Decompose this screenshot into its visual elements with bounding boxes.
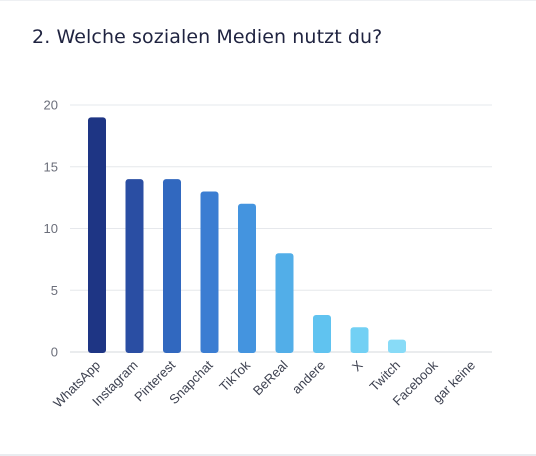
y-tick-label: 5	[51, 283, 58, 298]
x-category-label: andere	[289, 358, 328, 397]
question-title: 2. Welche sozialen Medien nutzt du?	[32, 26, 383, 48]
bar-tiktok[interactable]	[238, 203, 256, 353]
bar-andere[interactable]	[313, 314, 331, 353]
bar-instagram[interactable]	[125, 179, 144, 353]
bar-pinterest[interactable]	[163, 179, 181, 353]
y-tick-label: 0	[51, 345, 58, 360]
x-category-label: BeReal	[250, 357, 291, 398]
bar-bereal[interactable]	[275, 253, 294, 353]
y-tick-label: 20	[44, 98, 58, 113]
x-category-label: TikTok	[216, 357, 253, 394]
bar-twitch[interactable]	[388, 339, 406, 353]
y-tick-label: 10	[44, 221, 58, 236]
bar-snapchat[interactable]	[200, 191, 219, 353]
bar-x[interactable]	[350, 327, 369, 353]
y-tick-label: 15	[44, 159, 58, 174]
card-top-divider	[0, 0, 536, 1]
bar-whatsapp[interactable]	[88, 117, 106, 353]
card-bottom-divider	[0, 454, 536, 456]
x-category-label: X	[349, 357, 366, 374]
